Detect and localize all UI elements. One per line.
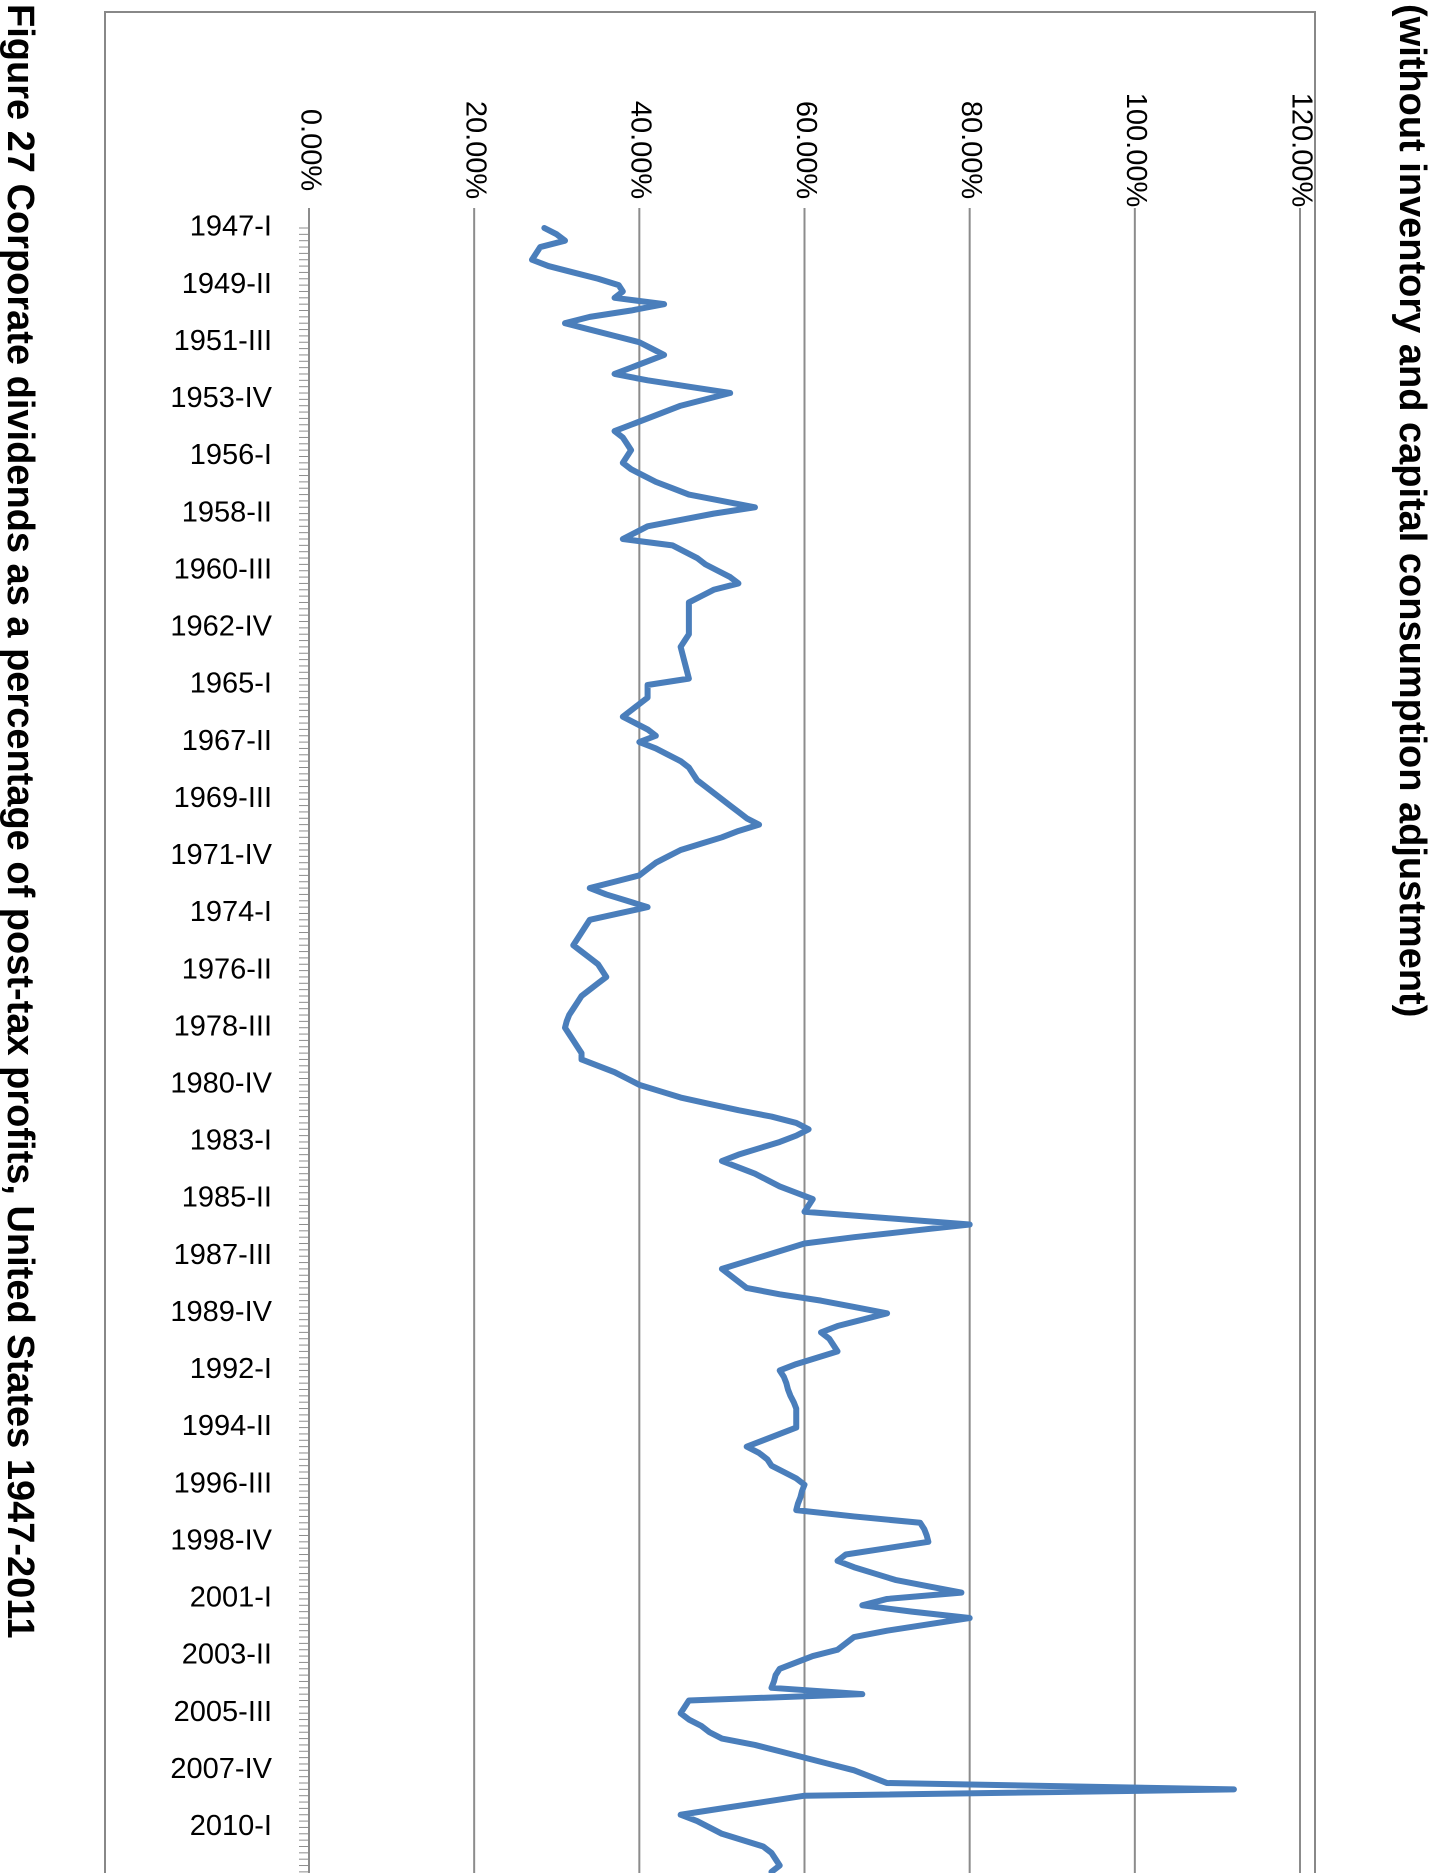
y-tick-label: 60.00% — [790, 101, 822, 199]
chart-title: Figure 27 Corporate dividends as a perce… — [0, 4, 41, 1638]
x-tick-label: 1989-IV — [170, 1296, 272, 1328]
x-tick-label: 1951-III — [174, 325, 272, 357]
x-tick-label: 1974-I — [190, 896, 272, 928]
x-tick-label: 1985-II — [182, 1182, 272, 1214]
x-tick-label: 2001-I — [190, 1582, 272, 1614]
x-tick-label: 1960-III — [174, 553, 272, 585]
x-tick-label: 2007-IV — [170, 1753, 272, 1785]
y-tick-label: 80.00% — [955, 101, 987, 199]
x-tick-label: 1983-I — [190, 1125, 272, 1157]
y-tick-label: 20.00% — [460, 101, 492, 199]
x-tick-label: 1967-II — [182, 725, 272, 757]
chart-border — [104, 11, 1316, 1873]
x-tick-label: 1998-IV — [170, 1524, 272, 1556]
chart-subtitle: (without inventory and capital consumpti… — [1391, 4, 1433, 1017]
x-tick-label: 1953-IV — [170, 382, 272, 414]
x-tick-label: 1994-II — [182, 1410, 272, 1442]
x-tick-label: 1969-III — [174, 782, 272, 814]
x-tick-label: 2010-I — [190, 1810, 272, 1842]
x-tick-label: 1962-IV — [170, 611, 272, 643]
x-tick-label: 1996-III — [174, 1467, 272, 1499]
x-tick-label: 1987-III — [174, 1239, 272, 1271]
x-tick-label: 1971-IV — [170, 839, 272, 871]
y-tick-label: 100.00% — [1120, 93, 1152, 208]
x-tick-label: 1947-I — [190, 211, 272, 243]
x-tick-label: 1976-II — [182, 953, 272, 985]
y-tick-label: 120.00% — [1285, 93, 1317, 208]
x-tick-label: 1956-I — [190, 439, 272, 471]
data-line — [528, 225, 1237, 1873]
x-tick-label: 1949-II — [182, 268, 272, 300]
x-tick-label: 2005-III — [174, 1696, 272, 1728]
x-tick-label: 2003-II — [182, 1639, 272, 1671]
x-tick-label: 1978-III — [174, 1010, 272, 1042]
x-tick-label: 1958-II — [182, 496, 272, 528]
x-tick-label: 1965-I — [190, 668, 272, 700]
y-tick-label: 0.00% — [294, 109, 326, 191]
x-tick-label: 1980-IV — [170, 1068, 272, 1100]
x-tick-label: 1992-I — [190, 1353, 272, 1385]
y-tick-label: 40.00% — [625, 101, 657, 199]
